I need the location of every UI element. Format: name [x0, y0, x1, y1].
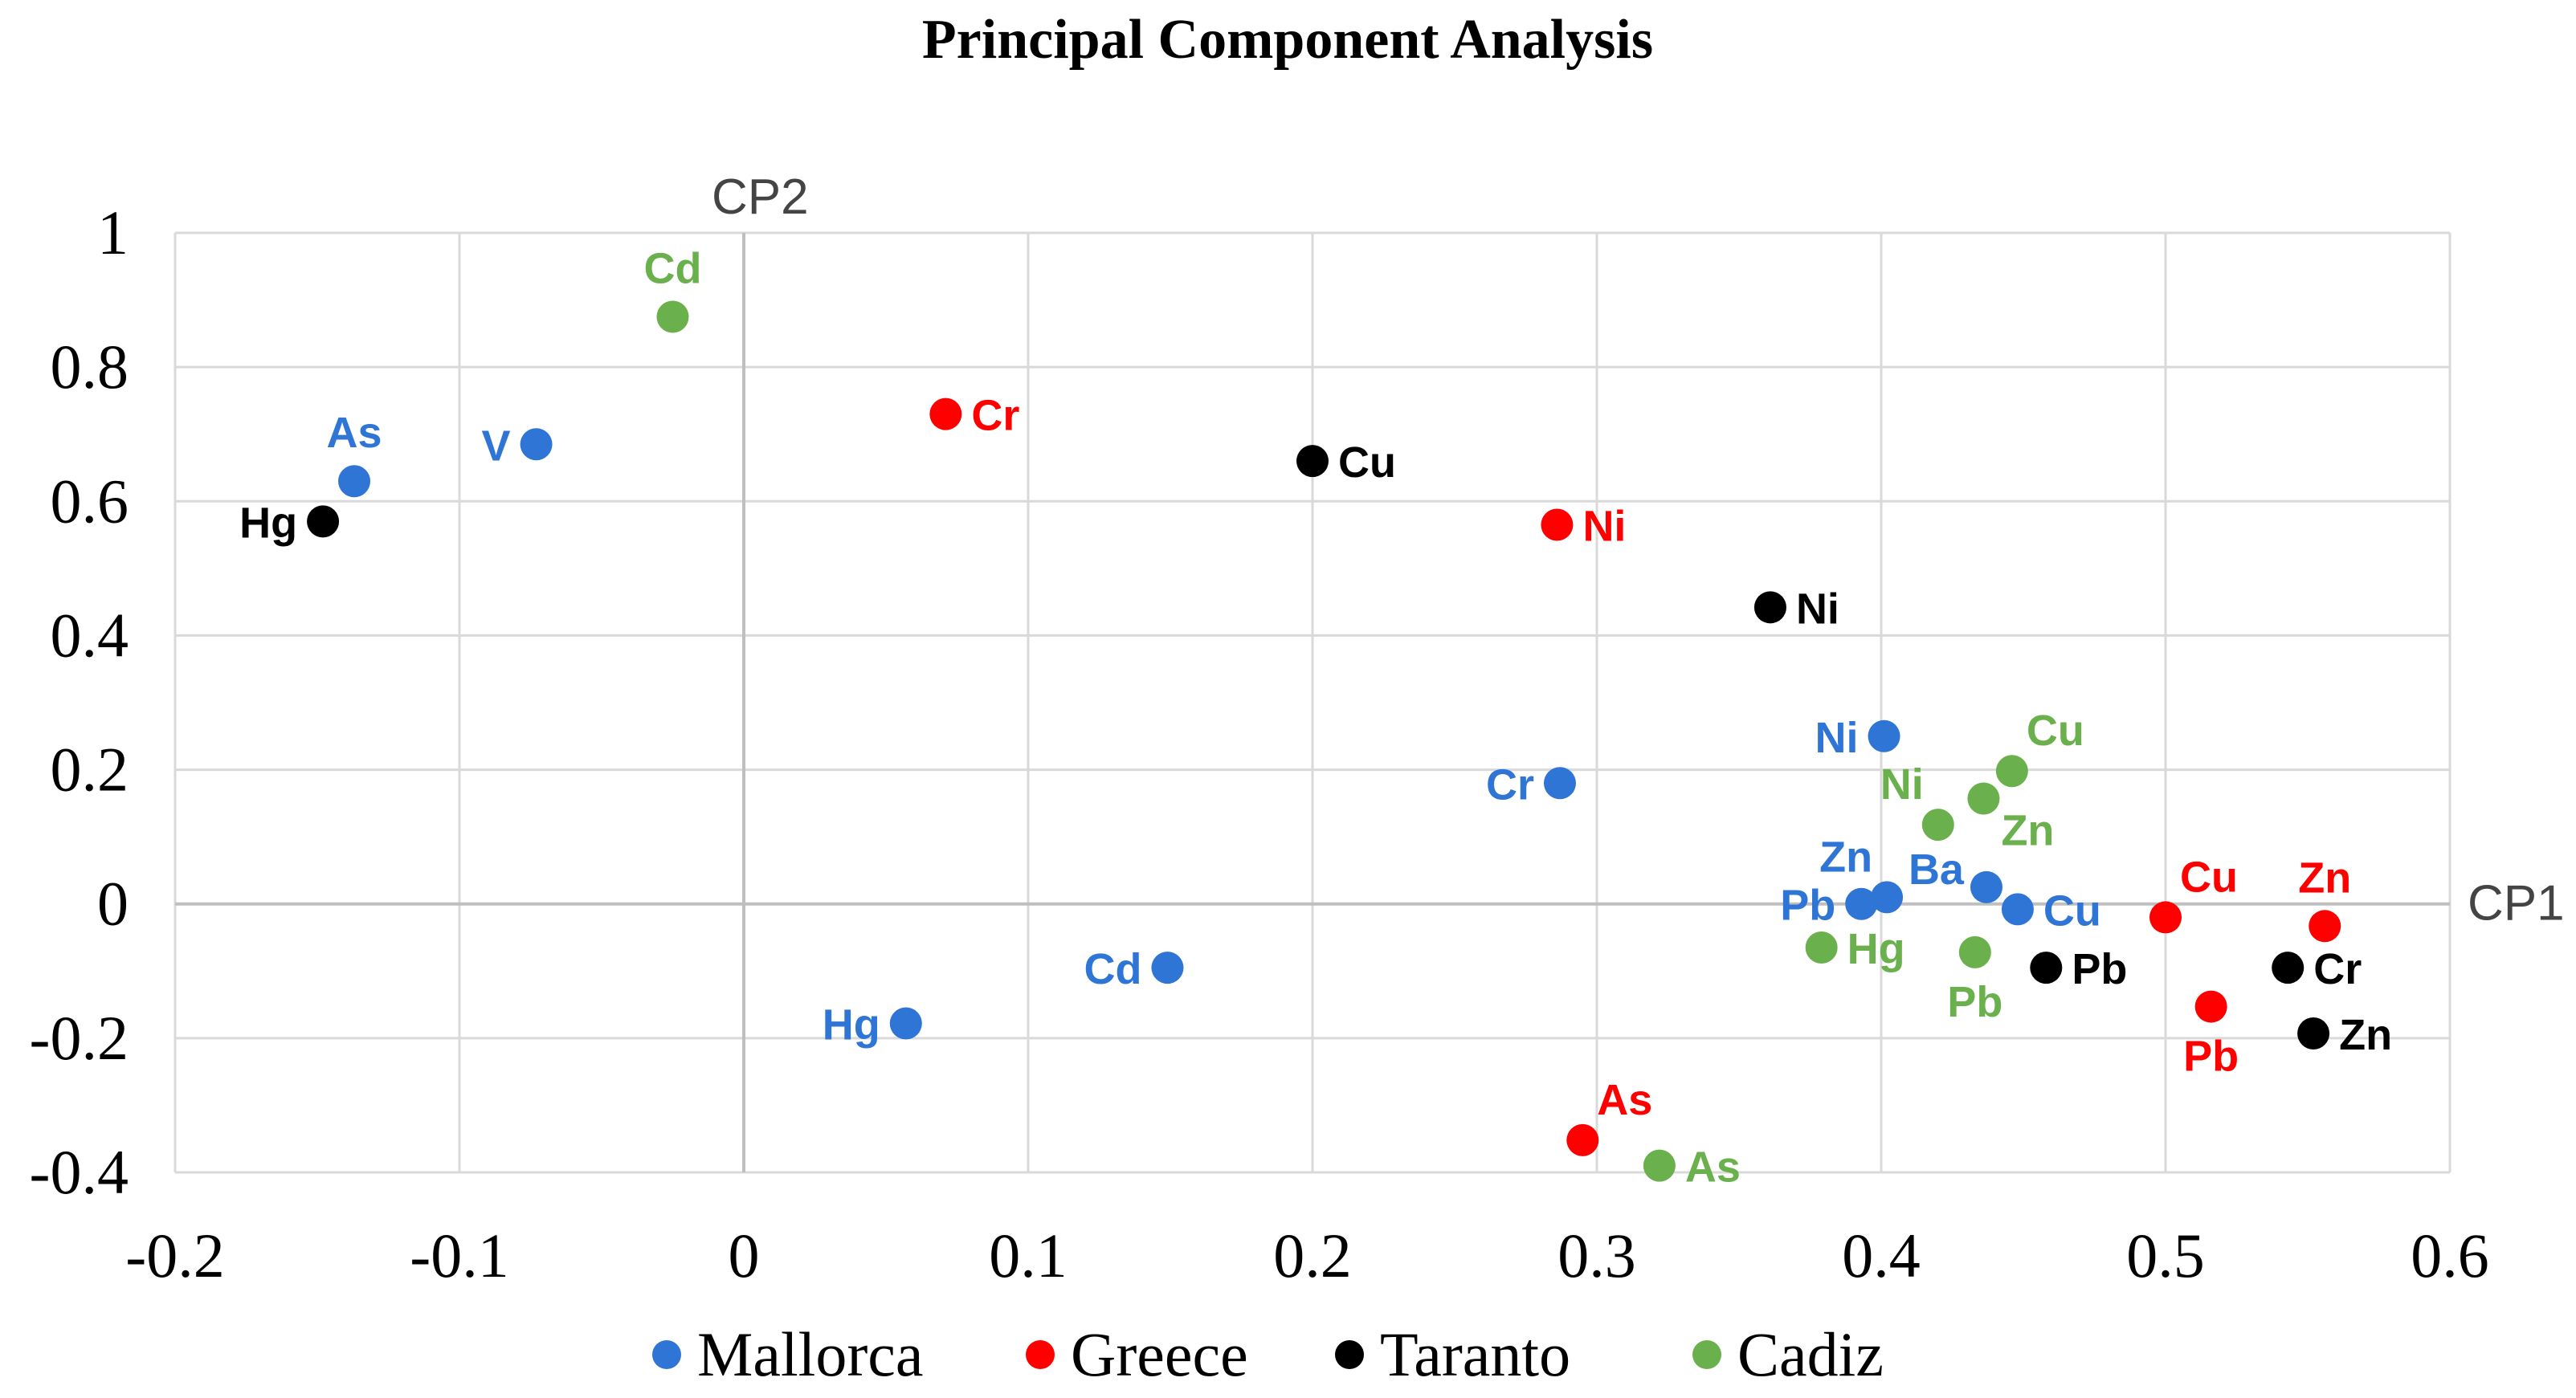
y-tick-label: -0.2 [30, 1003, 129, 1073]
x-tick-label: 0.1 [989, 1221, 1068, 1290]
y-axis-label: CP2 [712, 169, 809, 225]
point-mallorca-v [520, 428, 553, 461]
point-label: Cu [2180, 853, 2238, 901]
point-mallorca-ba [1970, 870, 2002, 903]
point-label: Cu [2043, 886, 2101, 935]
point-label: As [1685, 1143, 1741, 1192]
x-tick-label: 0.3 [1557, 1221, 1636, 1290]
point-greece-as [1566, 1123, 1599, 1156]
x-axis-label: CP1 [2468, 876, 2565, 931]
point-label: Ni [1796, 585, 1839, 633]
y-tick-label: 0.8 [51, 332, 129, 401]
x-tick-label: -0.1 [410, 1221, 508, 1290]
x-tick-label: 0 [729, 1221, 760, 1290]
y-tick-label: 0.6 [51, 466, 129, 536]
axes [175, 233, 2450, 1172]
legend-label-cadiz: Cadiz [1737, 1319, 1884, 1389]
point-taranto-zn [2297, 1017, 2330, 1050]
point-cadiz-hg [1805, 931, 1838, 964]
point-greece-pb [2194, 990, 2227, 1023]
chart-title: Principal Component Analysis [922, 9, 1653, 71]
point-label: Hg [823, 1001, 880, 1049]
point-greece-cu [2149, 901, 2182, 934]
legend-marker-taranto [1335, 1340, 1364, 1369]
point-mallorca-zn [1871, 881, 1904, 914]
point-mallorca-hg [889, 1007, 922, 1040]
point-label: Pb [2072, 945, 2127, 993]
point-taranto-pb [2030, 952, 2063, 984]
point-label: As [327, 409, 382, 457]
legend-marker-mallorca [652, 1340, 681, 1369]
y-tick-label: 0 [97, 869, 129, 939]
legend: Mallorca Greece Taranto Cadiz [652, 1319, 1884, 1389]
grid [174, 231, 2451, 1174]
point-cadiz-ni [1921, 809, 1954, 842]
point-mallorca-cd [1151, 952, 1184, 984]
legend-marker-cadiz [1692, 1340, 1721, 1369]
point-label: Pb [1947, 978, 2002, 1026]
x-tick-label: -0.2 [125, 1221, 224, 1290]
point-cadiz-cd [656, 300, 689, 333]
legend-label-taranto: Taranto [1380, 1319, 1570, 1389]
point-taranto-ni [1753, 591, 1786, 624]
point-taranto-hg [307, 505, 340, 538]
legend-label-greece: Greece [1071, 1319, 1248, 1389]
point-cadiz-cu [1995, 755, 2028, 788]
point-mallorca-cr [1543, 767, 1576, 800]
point-label: Zn [2001, 807, 2054, 855]
point-cadiz-pb [1958, 935, 1991, 968]
point-label: Ni [1582, 503, 1626, 551]
point-cadiz-zn [1967, 782, 2000, 815]
point-label: Ba [1909, 846, 1965, 894]
point-mallorca-ni [1868, 719, 1900, 752]
y-tick-label: -0.4 [30, 1137, 129, 1207]
y-tick-label: 1 [97, 198, 129, 267]
point-label: Hg [239, 499, 297, 547]
point-label: Pb [1780, 882, 1835, 930]
point-label: Zn [2339, 1011, 2392, 1059]
point-mallorca-cu [2001, 893, 2034, 926]
point-label: Cd [1084, 945, 1141, 993]
point-greece-zn [2309, 910, 2341, 943]
point-mallorca-as [338, 465, 371, 498]
point-label: Ni [1880, 760, 1924, 809]
y-tick-label: 0.4 [51, 600, 129, 670]
point-taranto-cr [2272, 952, 2305, 984]
point-label: Cr [1486, 760, 1534, 809]
point-label: V [482, 422, 511, 470]
point-greece-ni [1541, 508, 1574, 541]
x-tick-label: 0.5 [2126, 1221, 2205, 1290]
x-tick-label: 0.6 [2411, 1221, 2489, 1290]
point-label: Ni [1815, 714, 1859, 762]
point-label: Cr [971, 392, 1019, 440]
point-label: Pb [2183, 1033, 2239, 1081]
point-cadiz-as [1643, 1149, 1676, 1182]
x-tick-label: 0.4 [1842, 1221, 1921, 1290]
point-taranto-cu [1296, 445, 1329, 478]
legend-label-mallorca: Mallorca [697, 1319, 924, 1389]
point-label: Zn [1819, 833, 1872, 881]
point-label: Cr [2313, 945, 2362, 993]
point-mallorca-pb [1845, 887, 1878, 920]
point-label: Hg [1847, 925, 1905, 973]
y-tick-label: 0.2 [51, 735, 129, 805]
point-label: Cu [1338, 438, 1396, 487]
point-label: As [1597, 1076, 1652, 1124]
x-tick-label: 0.2 [1273, 1221, 1352, 1290]
point-label: Cd [644, 244, 702, 292]
point-label: Zn [2298, 854, 2351, 902]
point-greece-cr [929, 397, 962, 430]
tick-labels: -0.2 -0.1 0 0.1 0.2 0.3 0.4 0.5 0.6 -0.4 -0.2 0 0.2 0… [30, 198, 2489, 1290]
point-label: Cu [2027, 707, 2084, 755]
legend-marker-greece [1026, 1340, 1055, 1369]
